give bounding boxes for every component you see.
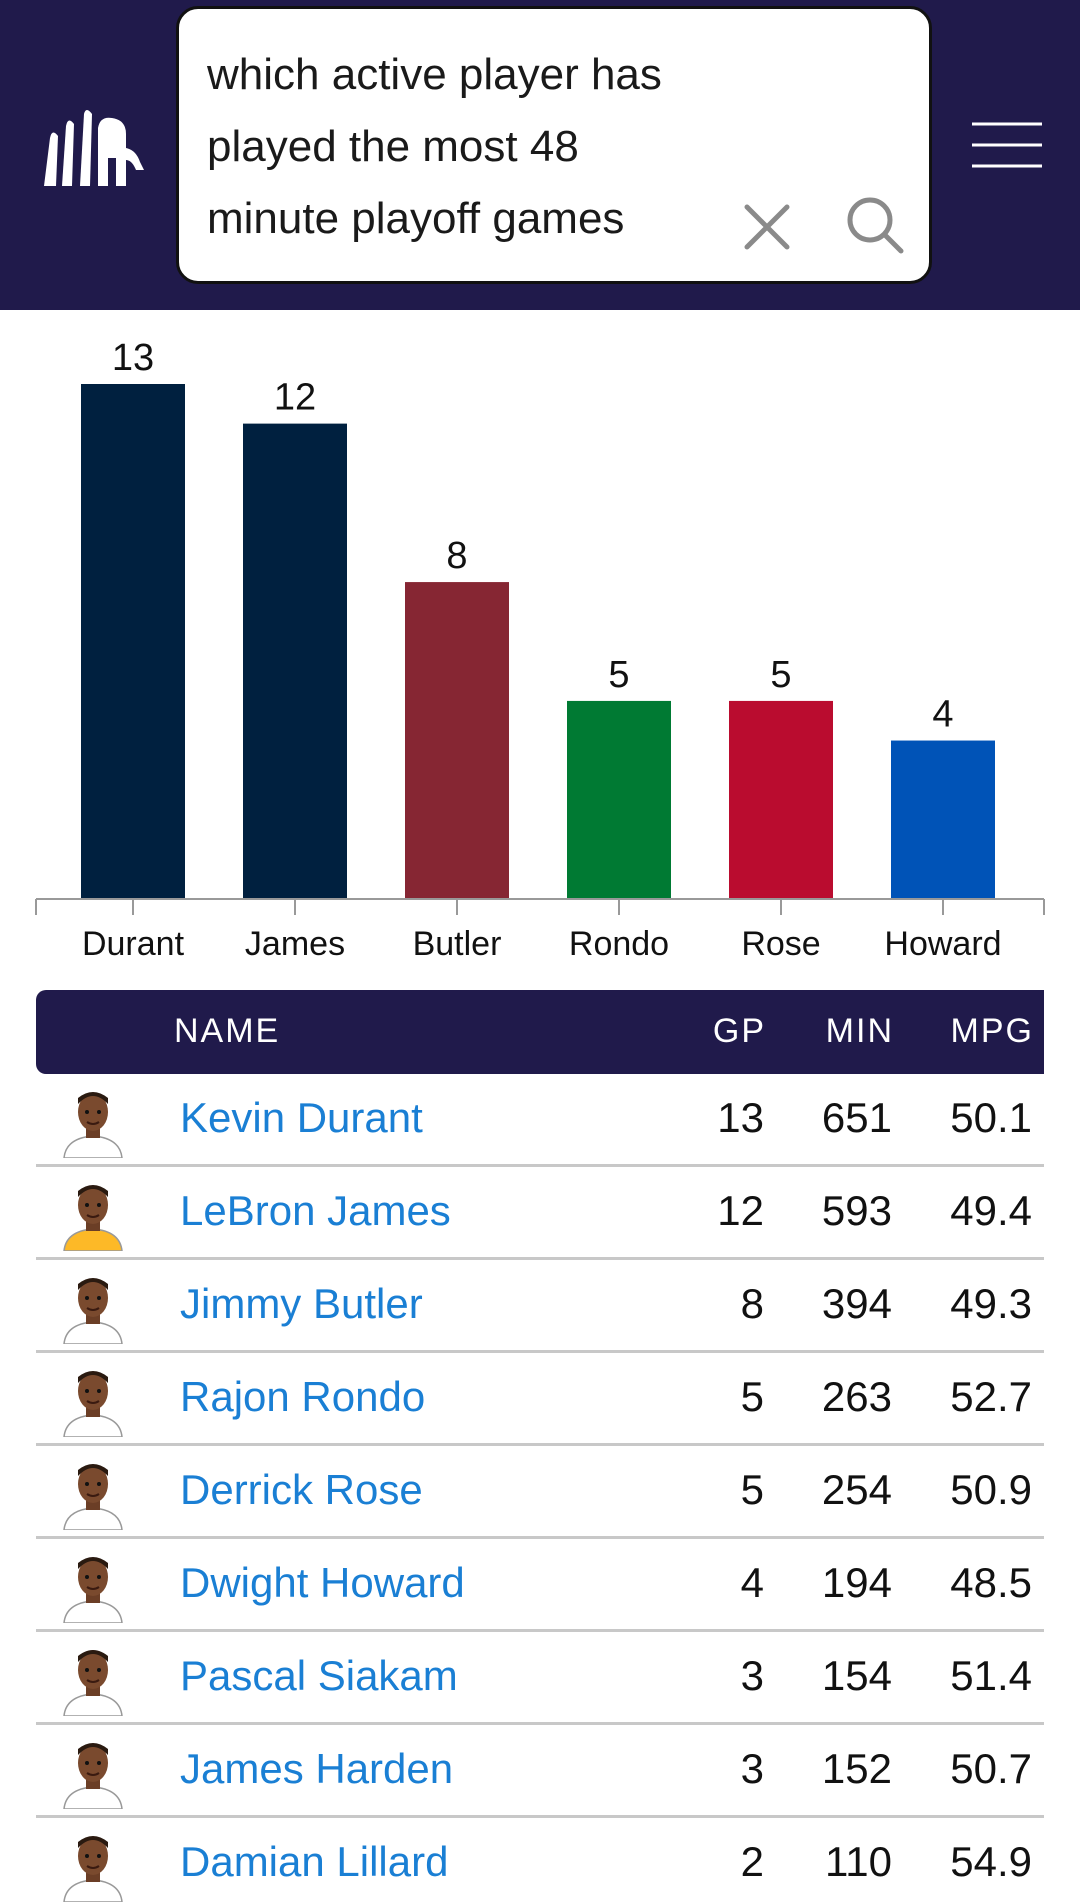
mpg-value: 50.9 [950,1466,1032,1513]
search-input[interactable]: which active player has played the most … [207,50,662,243]
bar-value-label: 8 [446,535,467,577]
avatar[interactable] [58,1642,128,1717]
player-name-link[interactable]: LeBron James [180,1187,451,1234]
min-value: 194 [821,1559,892,1606]
x-axis-tick-label: Howard [884,925,1001,963]
gp-value: 4 [740,1559,764,1606]
table-row[interactable]: LeBron James 12 593 49.4 [36,1167,1044,1260]
table-row[interactable]: Rajon Rondo 5 263 52.7 [36,1353,1044,1446]
avatar[interactable] [58,1735,128,1810]
gp-value: 3 [740,1745,764,1792]
top-header: which active player has played the most … [0,0,1080,310]
player-name-link[interactable]: Pascal Siakam [180,1652,458,1699]
table-row[interactable]: Damian Lillard 2 110 54.9 [36,1818,1044,1903]
bar-value-label: 4 [932,694,953,736]
x-axis-tick-label: James [245,925,345,963]
column-header-mpg[interactable]: MPG [950,1012,1034,1050]
gp-value: 8 [740,1280,764,1327]
x-axis-tick-label: Durant [82,925,185,963]
table-row[interactable]: Pascal Siakam 3 154 51.4 [36,1632,1044,1725]
min-value: 651 [821,1094,892,1141]
gp-value: 3 [740,1652,764,1699]
min-value: 152 [821,1745,892,1792]
table-row[interactable]: Derrick Rose 5 254 50.9 [36,1446,1044,1539]
gp-value: 2 [740,1838,764,1885]
hamburger-menu-icon[interactable] [970,120,1044,170]
avatar[interactable] [58,1456,128,1531]
player-name-link[interactable]: Dwight Howard [180,1559,465,1606]
column-header-min[interactable]: MIN [825,1012,894,1050]
mpg-value: 50.1 [950,1094,1032,1141]
avatar[interactable] [58,1363,128,1438]
min-value: 263 [821,1373,892,1420]
avatar[interactable] [58,1270,128,1345]
player-name-link[interactable]: Kevin Durant [180,1094,423,1141]
bar-durant[interactable] [81,384,185,899]
column-header-gp[interactable]: GP [712,1012,766,1050]
player-name-link[interactable]: Jimmy Butler [180,1280,423,1327]
min-value: 154 [821,1652,892,1699]
table-row[interactable]: James Harden 3 152 50.7 [36,1725,1044,1818]
elephant-logo-icon[interactable] [40,108,150,188]
search-icon[interactable] [843,193,907,257]
mpg-value: 52.7 [950,1373,1032,1420]
mpg-value: 49.4 [950,1187,1032,1234]
x-axis-tick-label: Rose [741,925,820,963]
mpg-value: 49.3 [950,1280,1032,1327]
player-name-link[interactable]: Rajon Rondo [180,1373,426,1420]
bar-value-label: 13 [112,337,154,379]
mpg-value: 50.7 [950,1745,1032,1792]
x-axis-tick-label: Butler [413,925,502,963]
column-header-name[interactable]: NAME [174,1012,281,1050]
avatar[interactable] [58,1828,128,1903]
table-header: NAME GP MIN MPG [36,990,1044,1074]
min-value: 110 [825,1838,892,1885]
bar-butler[interactable] [405,582,509,899]
avatar[interactable] [58,1549,128,1624]
bar-rose[interactable] [729,700,833,899]
min-value: 254 [821,1466,892,1513]
gp-value: 5 [740,1466,764,1513]
min-value: 593 [821,1187,892,1234]
table-row[interactable]: Kevin Durant 13 651 50.1 [36,1074,1044,1167]
mpg-value: 54.9 [950,1838,1032,1885]
table-row[interactable]: Jimmy Butler 8 394 49.3 [36,1260,1044,1353]
gp-value: 5 [740,1373,764,1420]
bar-rondo[interactable] [567,700,671,899]
table-row[interactable]: Dwight Howard 4 194 48.5 [36,1539,1044,1632]
bar-james[interactable] [243,423,347,899]
player-name-link[interactable]: Damian Lillard [180,1838,449,1885]
player-table: NAME GP MIN MPG Kevin Durant 13 651 50.1 LeB… [36,990,1044,1903]
bar-chart: 13 Durant 12 James 8 Butler 5 Rondo 5 Rose 4 Howard [0,310,1080,970]
gp-value: 12 [717,1187,764,1234]
close-icon[interactable] [739,199,795,255]
player-name-link[interactable]: Derrick Rose [180,1466,423,1513]
mpg-value: 48.5 [950,1559,1032,1606]
table-body: Kevin Durant 13 651 50.1 LeBron James 12 593 49… [36,1074,1044,1903]
bar-value-label: 5 [770,654,791,696]
search-box[interactable]: which active player has played the most … [176,6,932,284]
avatar[interactable] [58,1084,128,1159]
bar-howard[interactable] [891,740,995,899]
mpg-value: 51.4 [950,1652,1032,1699]
bar-value-label: 5 [608,654,629,696]
x-axis-tick-label: Rondo [569,925,669,963]
gp-value: 13 [717,1094,764,1141]
player-name-link[interactable]: James Harden [180,1745,454,1792]
bar-chart-svg: 13 Durant 12 James 8 Butler 5 Rondo 5 Rose 4 Howard [35,337,1045,963]
min-value: 394 [821,1280,892,1327]
bar-value-label: 12 [274,377,316,419]
avatar[interactable] [58,1177,128,1252]
